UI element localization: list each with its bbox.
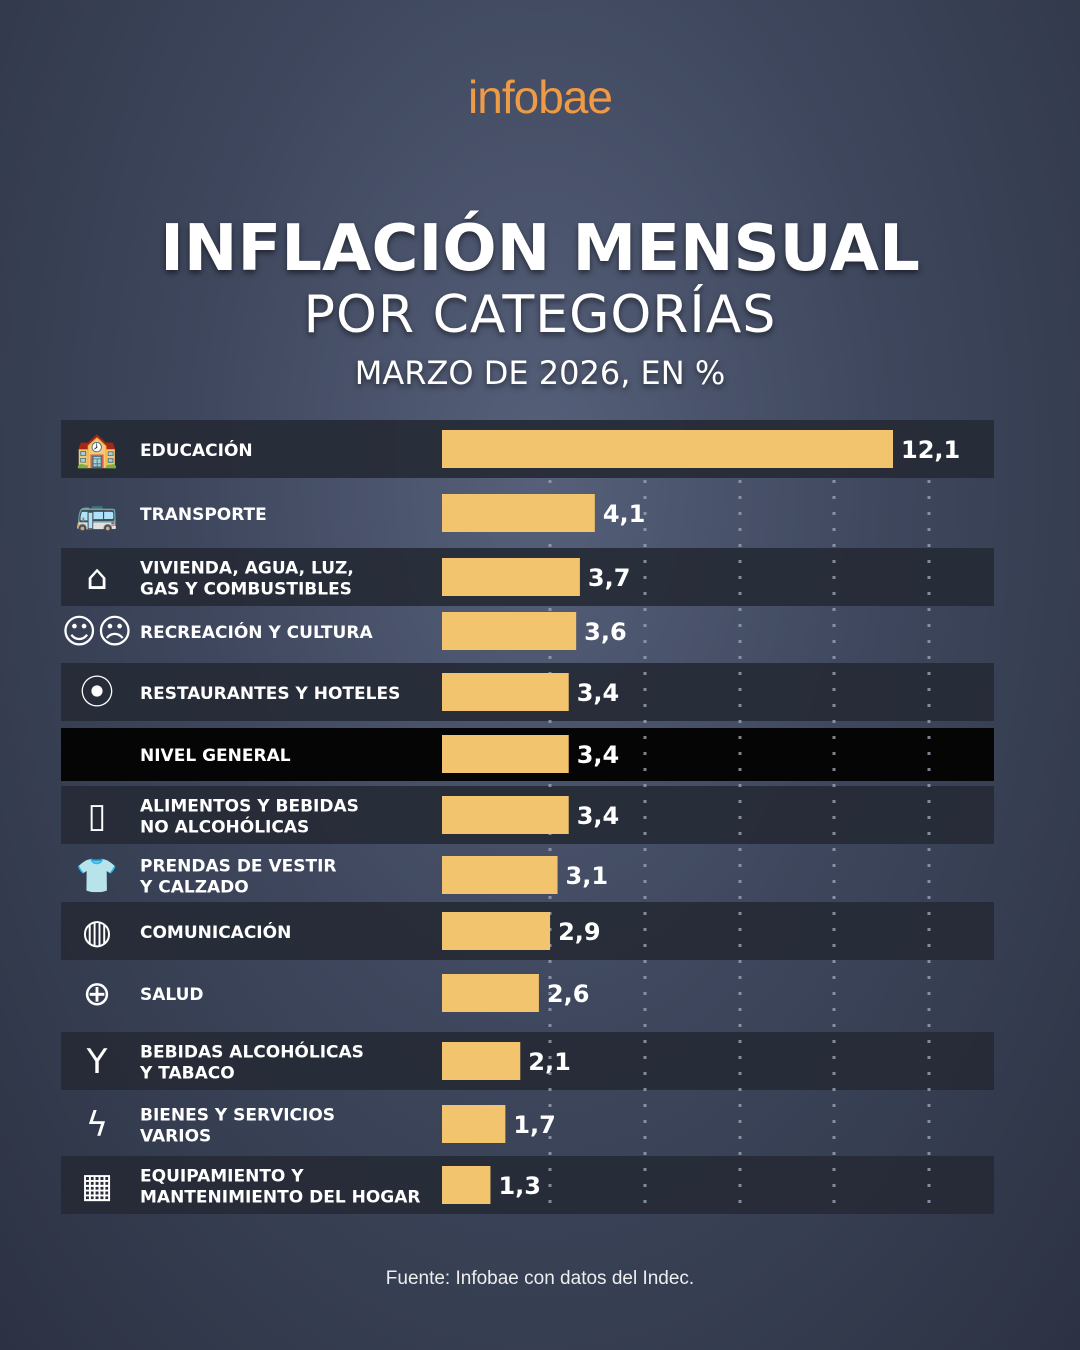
globe-icon: ◍ (82, 912, 112, 952)
category-label: VARIOS (140, 1127, 211, 1147)
bar (442, 494, 595, 532)
category-label: RESTAURANTES Y HOTELES (140, 684, 400, 704)
bottle-icon: ▯ (88, 796, 107, 836)
category-label: GAS Y COMBUSTIBLES (140, 580, 352, 600)
value-label: 1,7 (513, 1111, 556, 1139)
bar (442, 612, 577, 650)
bar (442, 856, 558, 894)
theater-masks-icon: ☺☹ (62, 612, 133, 652)
bar (442, 430, 893, 468)
category-label: EDUCACIÓN (140, 439, 253, 461)
health-pin-icon: ⊕ (83, 974, 112, 1014)
bar (442, 1042, 521, 1080)
value-label: 12,1 (901, 436, 960, 464)
category-label: PRENDAS DE VESTIR (140, 857, 337, 877)
bar (442, 974, 539, 1012)
bar (442, 558, 580, 596)
category-label: VIVIENDA, AGUA, LUZ, (140, 559, 354, 579)
bar (442, 912, 551, 950)
value-label: 2,6 (547, 980, 590, 1008)
wine-glass-icon: Y (86, 1042, 108, 1082)
bar (442, 1166, 491, 1204)
bus-icon: 🚌 (76, 494, 118, 534)
subtitle: POR CATEGORÍAS (303, 285, 777, 345)
category-label: SALUD (140, 985, 204, 1005)
furniture-icon: ▦ (81, 1166, 113, 1206)
category-label: MANTENIMIENTO DEL HOGAR (140, 1188, 420, 1208)
value-label: 3,6 (584, 618, 627, 646)
bar (442, 673, 569, 711)
category-label: Y TABACO (139, 1064, 235, 1084)
bar (442, 735, 569, 773)
value-label: 3,4 (577, 741, 620, 769)
lightning-icon: ϟ (86, 1105, 108, 1145)
tshirt-icon: 👕 (76, 856, 118, 896)
value-label: 4,1 (603, 500, 646, 528)
row-stripe (61, 1032, 994, 1090)
category-label: COMUNICACIÓN (140, 921, 291, 943)
restaurant-icon: ⦿ (80, 673, 114, 713)
title: INFLACIÓN MENSUAL (160, 212, 920, 286)
category-label: EQUIPAMIENTO Y (140, 1167, 304, 1187)
category-label: Y CALZADO (139, 878, 249, 898)
bar (442, 1105, 506, 1143)
value-label: 3,7 (588, 564, 631, 592)
category-label: BIENES Y SERVICIOS (140, 1106, 335, 1126)
category-label: RECREACIÓN Y CULTURA (140, 621, 373, 643)
house-icon: ⌂ (86, 558, 108, 598)
value-label: 3,4 (577, 802, 620, 830)
category-label: NIVEL GENERAL (140, 746, 291, 766)
category-label: BEBIDAS ALCOHÓLICAS (140, 1041, 364, 1063)
infobae-logo: infobae (468, 71, 613, 123)
value-label: 2,1 (528, 1048, 571, 1076)
category-label: TRANSPORTE (140, 505, 267, 525)
bar (442, 796, 569, 834)
value-label: 3,4 (577, 679, 620, 707)
school-icon: 🏫 (76, 430, 118, 470)
category-label: NO ALCOHÓLICAS (140, 816, 309, 838)
category-label: ALIMENTOS Y BEBIDAS (140, 797, 359, 817)
value-label: 1,3 (498, 1172, 541, 1200)
source-note: Fuente: Infobae con datos del Indec. (385, 1268, 695, 1289)
row-stripe (61, 1156, 994, 1214)
value-label: 3,1 (566, 862, 609, 890)
period: MARZO DE 2026, EN % (354, 354, 726, 392)
value-label: 2,9 (558, 918, 601, 946)
